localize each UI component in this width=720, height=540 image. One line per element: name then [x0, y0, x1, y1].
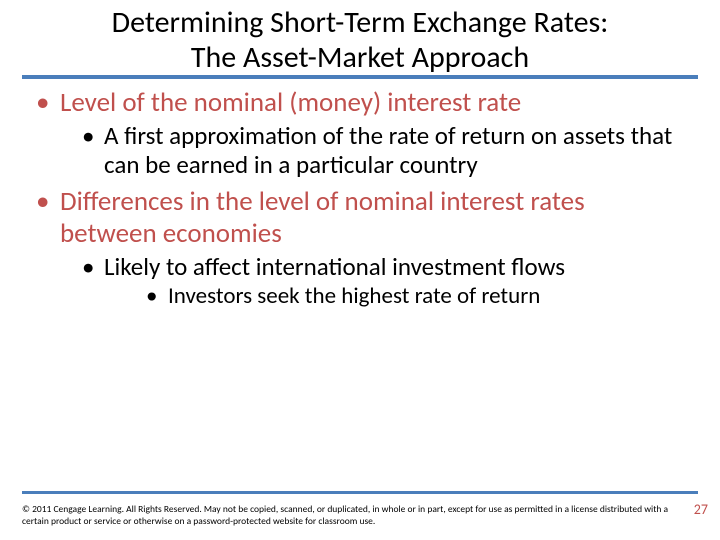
bullet-list: Level of the nominal (money) interest ra… — [36, 87, 684, 310]
page-number: 27 — [694, 501, 708, 518]
bullet-text: A first approximation of the rate of ret… — [104, 120, 672, 181]
bullet-lvl2: Likely to affect international investmen… — [60, 252, 684, 311]
content-area: Level of the nominal (money) interest ra… — [0, 87, 720, 310]
slide: Determining Short-Term Exchange Rates: T… — [0, 0, 720, 540]
title-line-2: The Asset-Market Approach — [191, 39, 529, 76]
bullet-text: Level of the nominal (money) interest ra… — [60, 86, 521, 119]
slide-title-block: Determining Short-Term Exchange Rates: T… — [0, 0, 720, 75]
bullet-text: Investors seek the highest rate of retur… — [168, 282, 540, 310]
bullet-lvl2: A first approximation of the rate of ret… — [60, 121, 684, 180]
slide-title: Determining Short-Term Exchange Rates: T… — [30, 6, 690, 75]
bullet-lvl3: Investors seek the highest rate of retur… — [104, 283, 684, 310]
footer-underline — [22, 491, 698, 494]
bullet-lvl1: Level of the nominal (money) interest ra… — [36, 87, 684, 180]
title-underline — [22, 75, 698, 79]
copyright-text: © 2011 Cengage Learning. All Rights Rese… — [22, 504, 670, 528]
bullet-text: Likely to affect international investmen… — [104, 251, 565, 282]
bullet-lvl1: Differences in the level of nominal inte… — [36, 186, 684, 310]
title-line-1: Determining Short-Term Exchange Rates: — [112, 4, 609, 41]
bullet-text: Differences in the level of nominal inte… — [60, 185, 585, 250]
